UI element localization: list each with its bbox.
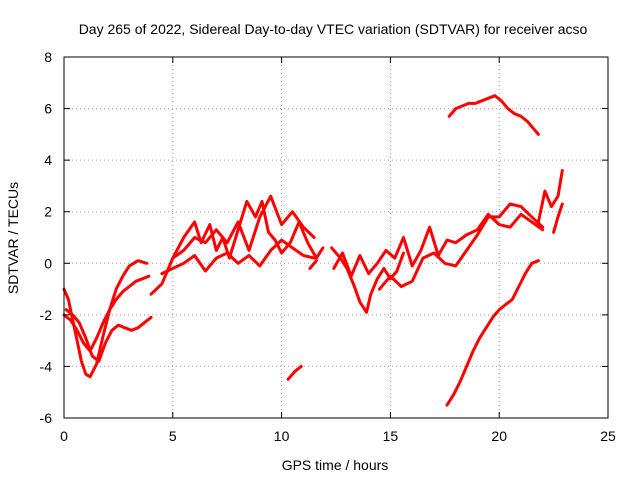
data-series-track-6: [171, 199, 325, 260]
y-tick-label: 8: [44, 49, 52, 65]
data-series-track-2: [62, 274, 151, 353]
x-tick-label: 25: [600, 428, 616, 444]
x-tick-label: 15: [383, 428, 399, 444]
y-tick-label: 4: [44, 152, 52, 168]
x-tick-label: 0: [60, 428, 68, 444]
y-axis-label: SDTVAR / TECUs: [5, 182, 21, 294]
data-series-track-5: [160, 238, 316, 276]
plot-frame: [63, 56, 609, 419]
data-series-track-7: [286, 364, 303, 381]
chart-title: Day 265 of 2022, Sidereal Day-to-day VTE…: [79, 21, 588, 37]
x-tick-label: 5: [169, 428, 177, 444]
y-tick-label: 6: [44, 101, 52, 117]
y-tick-label: 0: [44, 255, 52, 271]
data-series-track-10: [332, 212, 545, 278]
x-tick-label: 10: [274, 428, 290, 444]
data-series-track-3: [64, 308, 153, 363]
y-tick-label: -6: [40, 410, 53, 426]
series-layer: [62, 94, 564, 407]
data-series-track-14: [536, 169, 564, 224]
x-axis-label: GPS time / hours: [282, 457, 389, 473]
y-tick-label: 2: [44, 204, 52, 220]
data-series-track-11: [378, 202, 545, 291]
data-series-track-15: [552, 202, 564, 234]
data-series-track-12: [447, 94, 540, 136]
axes-ticks: 0 5 10 15 20 25 -6 -4 -2 0 2 4 6 8: [40, 49, 616, 444]
grid: [64, 57, 608, 418]
data-series-track-13: [445, 259, 540, 407]
x-tick-label: 20: [491, 428, 507, 444]
y-tick-label: -2: [40, 307, 53, 323]
data-series-track-8: [308, 259, 318, 270]
data-series-track-4: [149, 194, 316, 296]
y-tick-label: -4: [40, 358, 53, 374]
